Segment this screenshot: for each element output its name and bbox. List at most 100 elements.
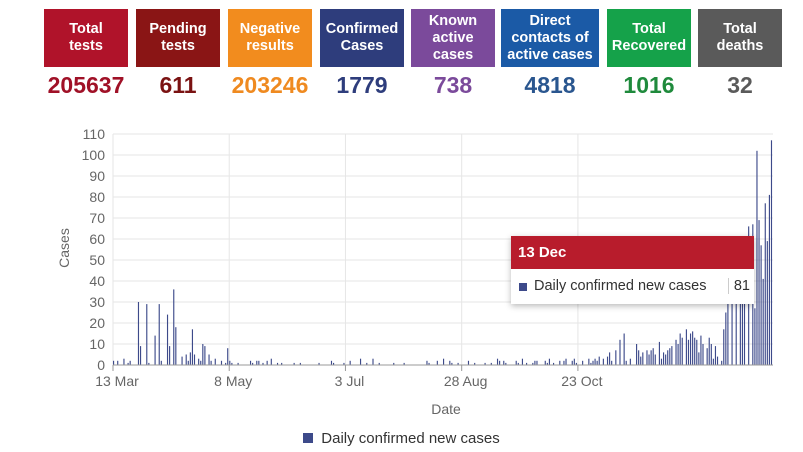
bar[interactable] <box>727 287 729 365</box>
bar[interactable] <box>252 362 254 365</box>
bar[interactable] <box>598 356 600 365</box>
bar[interactable] <box>689 333 692 366</box>
bar[interactable] <box>266 360 268 365</box>
bar[interactable] <box>544 360 546 365</box>
bar[interactable] <box>258 360 260 365</box>
bar[interactable] <box>741 291 744 366</box>
bar[interactable] <box>231 362 233 365</box>
bar[interactable] <box>619 339 621 365</box>
bar[interactable] <box>181 356 183 365</box>
bar[interactable] <box>588 358 590 365</box>
bar[interactable] <box>667 350 669 365</box>
bar[interactable] <box>123 358 125 365</box>
bar[interactable] <box>582 360 584 365</box>
bar[interactable] <box>648 354 650 366</box>
bar[interactable] <box>677 344 679 365</box>
bar[interactable] <box>671 346 673 365</box>
bar[interactable] <box>372 358 374 365</box>
bar[interactable] <box>559 360 561 365</box>
bar[interactable] <box>596 360 598 365</box>
bar[interactable] <box>148 362 150 365</box>
bar[interactable] <box>571 360 573 365</box>
bar[interactable] <box>573 358 575 365</box>
bar[interactable] <box>449 360 451 365</box>
bar[interactable] <box>139 346 142 365</box>
bar[interactable] <box>366 362 368 365</box>
bar[interactable] <box>623 333 625 366</box>
bar[interactable] <box>129 360 131 365</box>
bar[interactable] <box>590 362 592 365</box>
bar[interactable] <box>451 362 453 365</box>
bar[interactable] <box>169 346 171 365</box>
bar[interactable] <box>714 346 717 365</box>
bar[interactable] <box>333 362 335 365</box>
bar[interactable] <box>739 270 741 366</box>
bar[interactable] <box>754 308 756 365</box>
bar[interactable] <box>592 360 594 365</box>
bar[interactable] <box>609 352 611 365</box>
bar[interactable] <box>189 352 191 365</box>
bar[interactable] <box>658 341 660 365</box>
bar[interactable] <box>225 362 227 365</box>
bar[interactable] <box>694 337 696 365</box>
bar[interactable] <box>474 362 476 365</box>
bar[interactable] <box>220 360 223 365</box>
bar[interactable] <box>457 362 459 365</box>
bar[interactable] <box>210 360 212 365</box>
bar[interactable] <box>208 354 210 366</box>
bar[interactable] <box>712 358 714 365</box>
bar[interactable] <box>546 362 548 365</box>
bar[interactable] <box>760 245 762 365</box>
bar[interactable] <box>611 360 613 365</box>
bar[interactable] <box>137 302 140 365</box>
bar[interactable] <box>710 344 712 365</box>
bar[interactable] <box>768 194 770 365</box>
bar[interactable] <box>725 312 727 366</box>
bar[interactable] <box>721 360 723 365</box>
bar[interactable] <box>160 360 162 365</box>
bar[interactable] <box>696 339 698 365</box>
bar[interactable] <box>393 362 395 365</box>
bar[interactable] <box>198 358 200 365</box>
bar[interactable] <box>229 360 231 365</box>
bar[interactable] <box>175 327 177 365</box>
bar[interactable] <box>650 350 652 365</box>
bar[interactable] <box>154 335 156 365</box>
chart-legend[interactable]: Daily confirmed new cases <box>0 430 803 447</box>
bar[interactable] <box>687 339 690 365</box>
bar[interactable] <box>191 329 194 365</box>
bar[interactable] <box>642 352 644 365</box>
bar[interactable] <box>536 360 538 365</box>
bar[interactable] <box>505 362 507 365</box>
bar[interactable] <box>227 348 229 365</box>
bar[interactable] <box>185 354 187 366</box>
bar[interactable] <box>698 352 700 365</box>
bar[interactable] <box>602 358 604 365</box>
bar[interactable] <box>499 360 501 365</box>
bar[interactable] <box>532 362 534 365</box>
bar[interactable] <box>443 358 445 365</box>
bar[interactable] <box>700 335 702 365</box>
bar[interactable] <box>158 304 160 365</box>
bar[interactable] <box>534 360 536 365</box>
bar[interactable] <box>654 354 656 366</box>
bar[interactable] <box>756 150 758 365</box>
bar[interactable] <box>766 241 768 365</box>
bar[interactable] <box>665 354 667 366</box>
bar[interactable] <box>281 362 283 365</box>
bar[interactable] <box>638 350 640 365</box>
bar[interactable] <box>548 358 550 365</box>
bar[interactable] <box>660 358 663 365</box>
bar[interactable] <box>496 358 499 365</box>
bar[interactable] <box>731 299 733 365</box>
bar[interactable] <box>702 344 704 365</box>
bar[interactable] <box>669 348 671 365</box>
bar[interactable] <box>723 329 725 365</box>
bar[interactable] <box>625 360 627 365</box>
bar[interactable] <box>685 329 687 365</box>
bar[interactable] <box>735 297 737 365</box>
bar[interactable] <box>681 337 683 365</box>
bar[interactable] <box>563 360 565 365</box>
bar[interactable] <box>214 358 216 365</box>
bar[interactable] <box>708 337 710 365</box>
